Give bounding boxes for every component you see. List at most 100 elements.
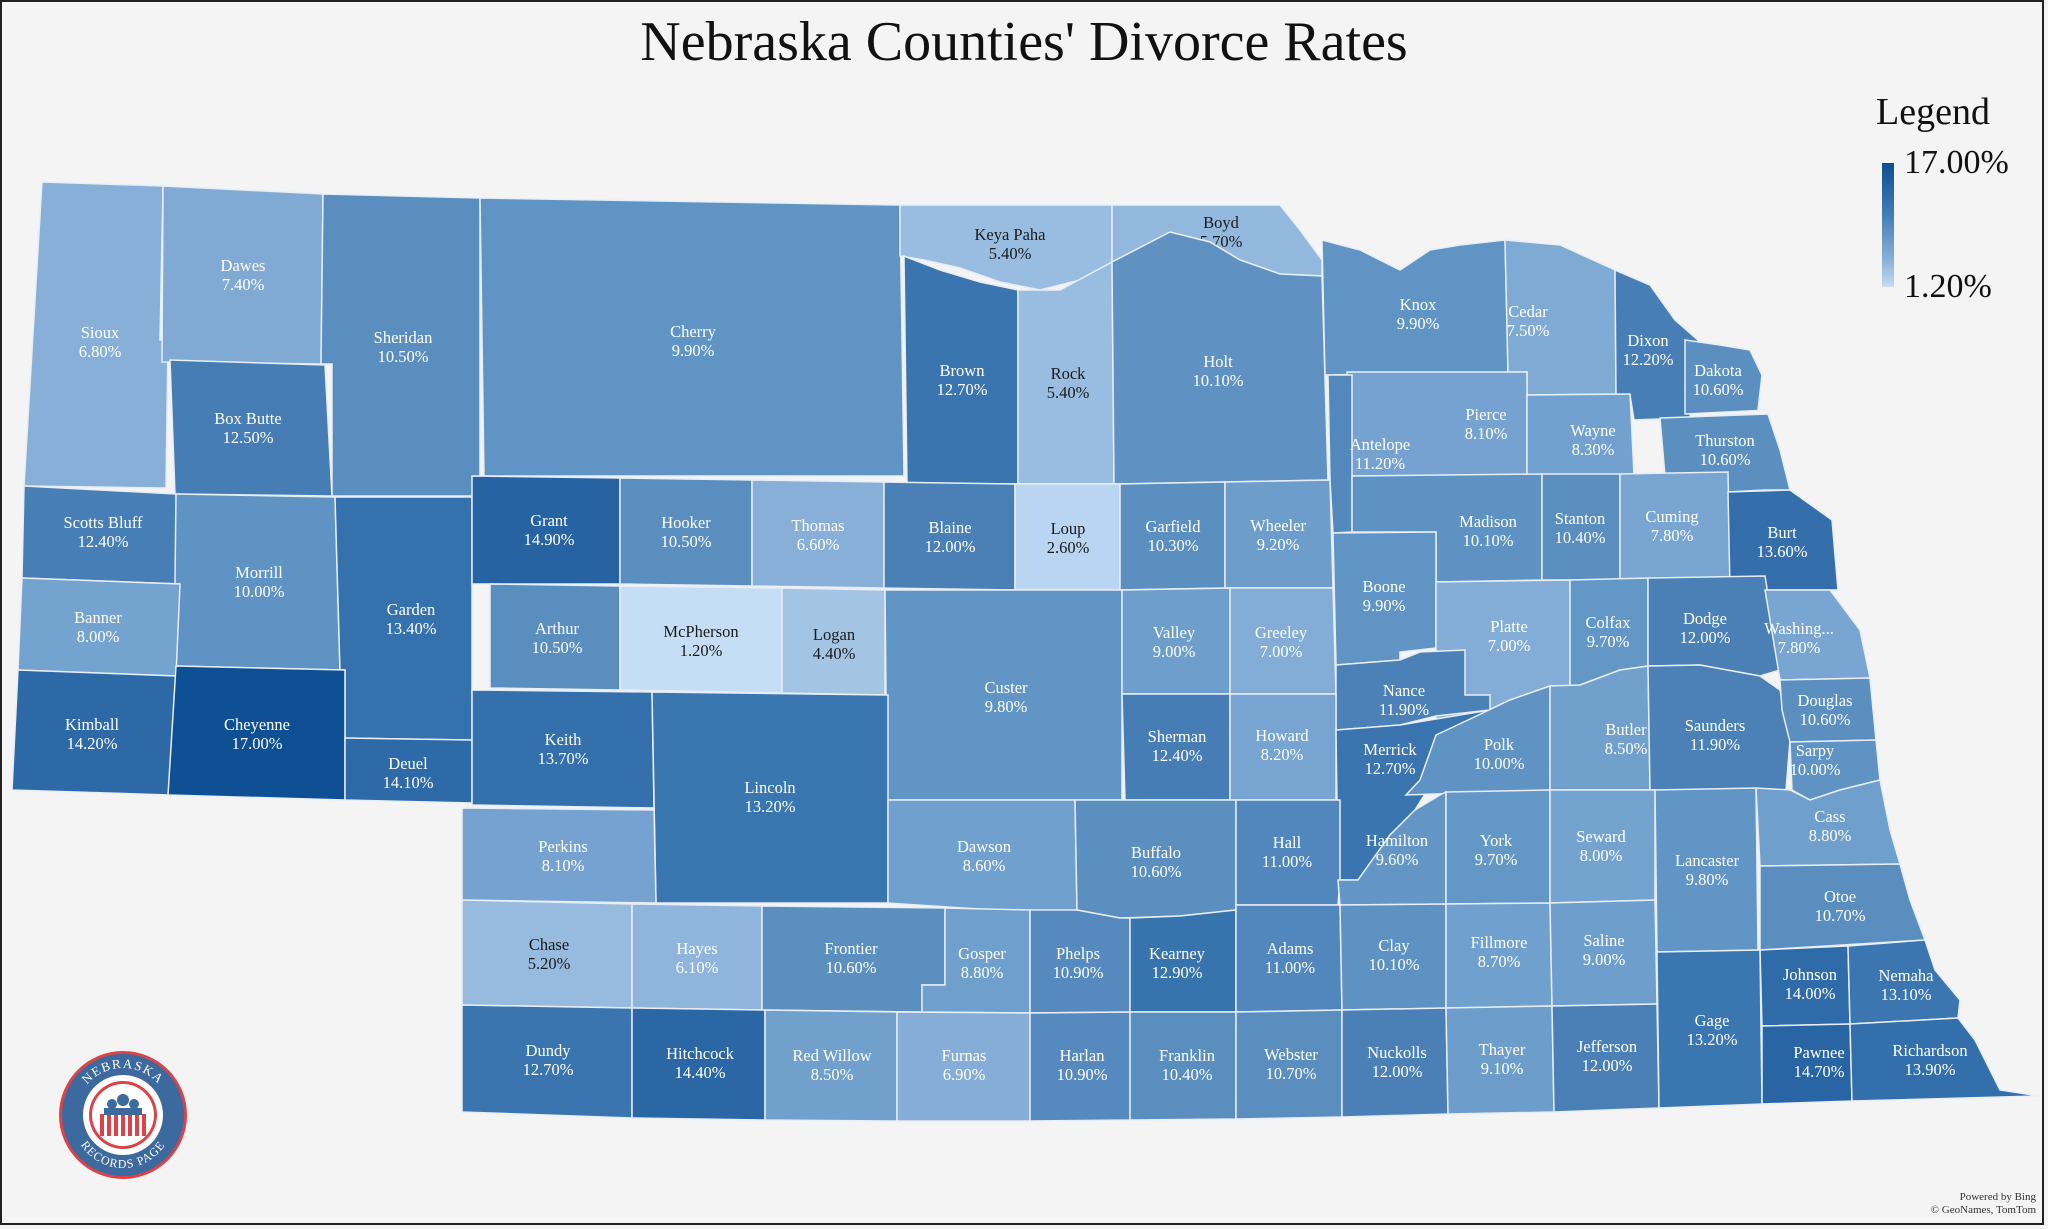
- county-name-label: Garden: [387, 600, 436, 619]
- county-rate-label: 9.90%: [1397, 314, 1440, 333]
- county-rate-label: 10.00%: [234, 582, 285, 601]
- county-name-label: Boone: [1362, 577, 1405, 596]
- county-name-label: Thurston: [1695, 431, 1755, 450]
- county-name-label: Box Butte: [214, 409, 281, 428]
- county-name-label: Dakota: [1694, 361, 1742, 380]
- county-shape: [1327, 374, 1353, 534]
- county-rate-label: 9.10%: [1481, 1059, 1524, 1078]
- county-rate-label: 13.60%: [1757, 542, 1808, 561]
- county-name-label: Butler: [1605, 720, 1647, 739]
- county-name-label: Nance: [1383, 681, 1425, 700]
- county-rate-label: 14.10%: [383, 773, 434, 792]
- county-name-label: Wayne: [1570, 421, 1615, 440]
- county-rate-label: 9.20%: [1257, 535, 1300, 554]
- county-name-label: Kimball: [65, 715, 119, 734]
- county-name-label: Dawes: [221, 256, 266, 275]
- legend-min-label: 1.20%: [1904, 268, 1992, 305]
- attribution-line-1: Powered by Bing: [1959, 1191, 2036, 1203]
- county-name-label: Wheeler: [1250, 516, 1306, 535]
- county-name-label: Antelope: [1350, 435, 1410, 454]
- county-name-label: Adams: [1267, 939, 1314, 958]
- county-name-label: Rock: [1051, 364, 1087, 383]
- county-shape: [1759, 863, 1927, 951]
- attribution-line-2: © GeoNames, TomTom: [1930, 1204, 2036, 1216]
- county-rate-label: 10.60%: [1693, 380, 1744, 399]
- county-rate-label: 10.60%: [1131, 862, 1182, 881]
- county-name-label: Chase: [529, 935, 569, 954]
- county-rate-label: 10.00%: [1790, 760, 1841, 779]
- county-name-label: Polk: [1484, 735, 1515, 754]
- county-name-label: Blaine: [928, 518, 971, 537]
- county-rate-label: 14.40%: [675, 1063, 726, 1082]
- county-name-label: Garfield: [1146, 517, 1202, 536]
- county-rate-label: 14.70%: [1794, 1062, 1845, 1081]
- county-rate-label: 10.60%: [1800, 710, 1851, 729]
- county-rate-label: 8.00%: [77, 627, 120, 646]
- county-rate-label: 11.20%: [1355, 454, 1406, 473]
- county-shape: [169, 359, 333, 497]
- county-name-label: Dixon: [1627, 331, 1668, 350]
- county-rate-label: 13.70%: [538, 749, 589, 768]
- county-rate-label: 12.70%: [523, 1060, 574, 1079]
- county-rate-label: 5.40%: [1047, 383, 1090, 402]
- county-rate-label: 7.80%: [1778, 638, 1821, 657]
- county-rate-label: 12.40%: [1152, 746, 1203, 765]
- county-rate-label: 17.00%: [232, 734, 283, 753]
- county-name-label: Merrick: [1363, 740, 1417, 759]
- county-rate-label: 8.00%: [1580, 846, 1623, 865]
- county-name-label: Sheridan: [374, 328, 433, 347]
- county-shape: [1849, 1017, 2041, 1102]
- county-name-label: Franklin: [1159, 1046, 1215, 1065]
- county-rate-label: 11.00%: [1265, 958, 1316, 977]
- county-rate-label: 7.00%: [1488, 636, 1531, 655]
- county-name-label: Thomas: [791, 516, 844, 535]
- legend-max-label: 17.00%: [1904, 144, 2009, 181]
- county-name-label: Cass: [1814, 807, 1845, 826]
- county-name-label: Valley: [1153, 623, 1196, 642]
- county-name-label: Saunders: [1685, 716, 1746, 735]
- county-rate-label: 12.20%: [1623, 350, 1674, 369]
- county-rate-label: 12.00%: [925, 537, 976, 556]
- county-rate-label: 10.50%: [378, 347, 429, 366]
- county-name-label: Clay: [1378, 936, 1410, 955]
- county-rate-label: 12.90%: [1152, 963, 1203, 982]
- county-shape: [1684, 339, 1769, 415]
- county-name-label: Hayes: [676, 939, 717, 958]
- county-rate-label: 10.00%: [1474, 754, 1525, 773]
- county-rate-label: 9.70%: [1587, 632, 1630, 651]
- county-name-label: Knox: [1400, 295, 1437, 314]
